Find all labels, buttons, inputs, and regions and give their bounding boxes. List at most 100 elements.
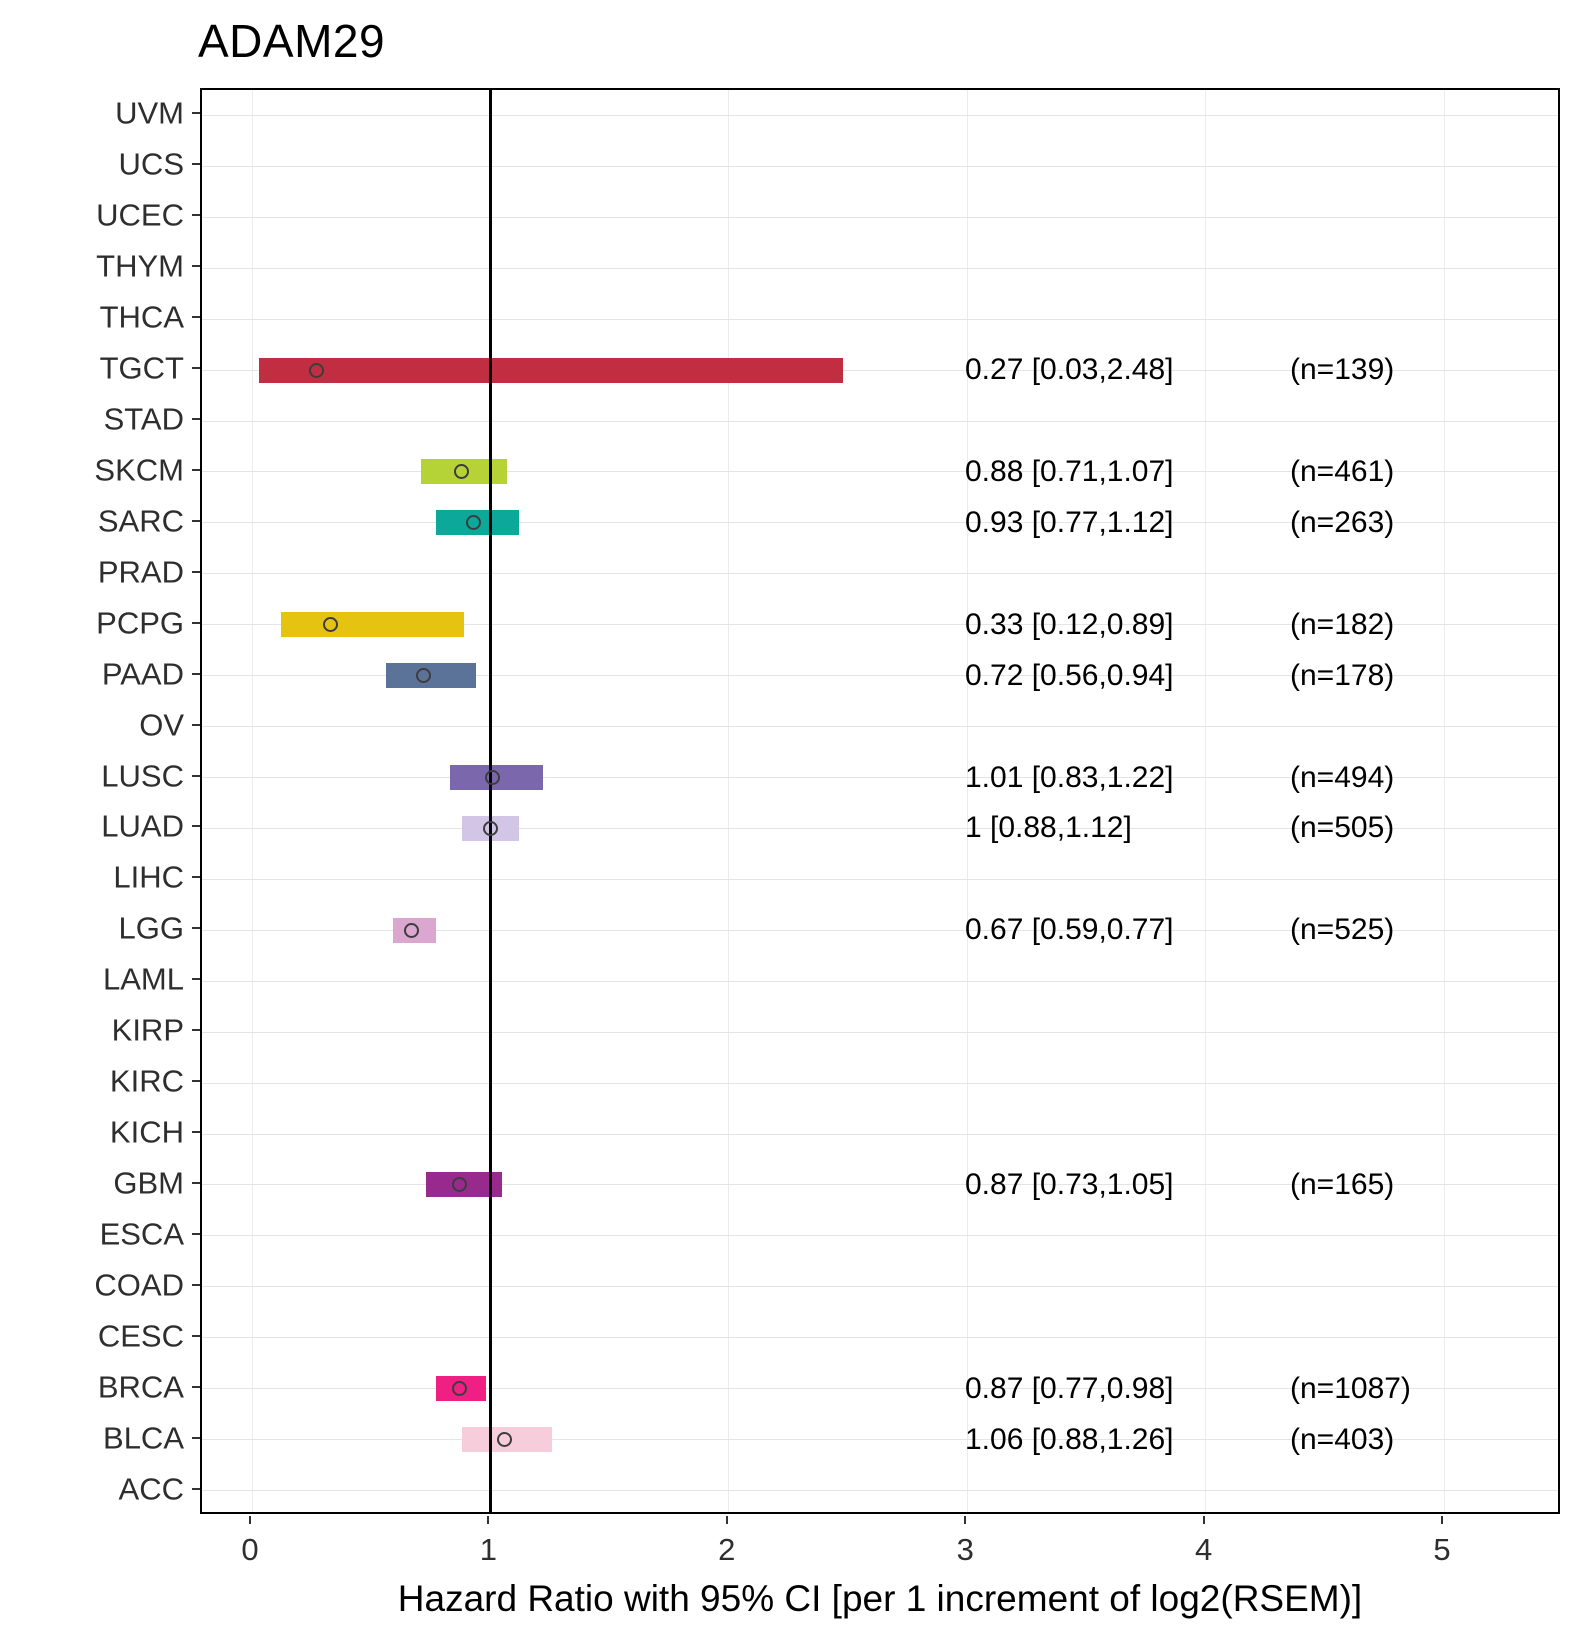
x-axis-tick: [487, 1516, 490, 1524]
gridline-horizontal: [202, 165, 1558, 167]
x-axis-tick: [249, 1516, 251, 1524]
hr-point: [308, 362, 324, 378]
y-axis-label: PRAD: [97, 554, 184, 590]
y-axis-tick: [192, 367, 200, 370]
y-axis-tick: [192, 825, 200, 828]
n-label: (n=263): [1290, 505, 1395, 539]
y-axis-label: GBM: [113, 1165, 184, 1201]
y-axis-label: STAD: [103, 401, 184, 437]
gridline-horizontal: [202, 1286, 1558, 1288]
n-label: (n=505): [1290, 811, 1395, 845]
x-axis-tick: [1441, 1516, 1443, 1524]
gridline-vertical: [1205, 90, 1207, 1512]
gridline-vertical: [251, 90, 253, 1512]
y-axis-label: CESC: [97, 1318, 184, 1354]
gridline-horizontal: [202, 522, 1558, 524]
y-axis-label: UCS: [118, 146, 184, 182]
x-axis-tick: [964, 1516, 967, 1524]
gridline-vertical: [728, 90, 730, 1512]
y-axis-tick: [192, 1080, 200, 1083]
gridline-horizontal: [202, 114, 1558, 116]
x-axis-tick-label: 5: [1433, 1532, 1451, 1567]
x-axis-tick: [725, 1516, 728, 1524]
y-axis-label: LGG: [118, 910, 184, 946]
n-label: (n=165): [1290, 1167, 1395, 1201]
hr-ci-label: 1 [0.88,1.12]: [965, 811, 1132, 845]
gridline-horizontal: [202, 980, 1558, 982]
gridline-horizontal: [202, 471, 1558, 473]
y-axis-label: SKCM: [94, 452, 184, 488]
gridline-horizontal: [202, 878, 1558, 880]
gridline-horizontal: [202, 1184, 1558, 1186]
y-axis-tick: [192, 1436, 200, 1439]
y-axis-tick: [192, 418, 200, 421]
hr-point: [485, 770, 501, 786]
gridline-horizontal: [202, 726, 1558, 728]
gridline-horizontal: [202, 1031, 1558, 1033]
y-axis-label: ESCA: [99, 1216, 184, 1252]
y-axis-label: BRCA: [97, 1369, 184, 1405]
y-axis-tick: [192, 1131, 200, 1134]
gridline-horizontal: [202, 1490, 1558, 1492]
y-axis-label: SARC: [97, 503, 184, 539]
gridline-horizontal: [202, 624, 1558, 626]
y-axis-label: TGCT: [99, 350, 184, 386]
gridline-horizontal: [202, 1133, 1558, 1135]
y-axis-label: THCA: [99, 299, 184, 335]
y-axis-tick: [192, 1029, 200, 1032]
y-axis-label: PCPG: [96, 605, 184, 641]
y-axis-tick: [192, 927, 200, 930]
y-axis-tick: [192, 876, 200, 879]
y-axis-label: LUSC: [101, 758, 184, 794]
hr-ci-label: 1.01 [0.83,1.22]: [965, 760, 1174, 794]
gridline-vertical: [966, 90, 968, 1512]
hr-ci-label: 0.27 [0.03,2.48]: [965, 353, 1174, 387]
x-axis: 0 1 2 3 4 5: [200, 1516, 1560, 1580]
y-axis-label: BLCA: [103, 1420, 184, 1456]
plot-title: ADAM29: [198, 15, 386, 67]
hr-ci-label: 0.72 [0.56,0.94]: [965, 658, 1174, 692]
y-axis-label: PAAD: [101, 656, 184, 692]
y-axis-tick: [192, 112, 200, 115]
gridline-vertical: [1443, 90, 1445, 1512]
hr-ci-label: 0.93 [0.77,1.12]: [965, 505, 1174, 539]
y-axis-tick: [192, 1487, 200, 1490]
y-axis-tick: [192, 163, 200, 166]
hr-ci-label: 0.87 [0.73,1.05]: [965, 1167, 1174, 1201]
x-axis-tick-label: 2: [718, 1532, 736, 1567]
x-axis-title: Hazard Ratio with 95% CI [per 1 incremen…: [397, 1578, 1363, 1619]
gridline-horizontal: [202, 420, 1558, 422]
gridline-horizontal: [202, 1388, 1558, 1390]
y-axis-label: KICH: [109, 1114, 184, 1150]
y-axis-label: KIRP: [111, 1012, 184, 1048]
n-label: (n=182): [1290, 607, 1395, 641]
ci-bar: [280, 612, 465, 638]
gridline-horizontal: [202, 675, 1558, 677]
y-axis-label: KIRC: [109, 1063, 184, 1099]
y-axis-tick: [192, 1385, 200, 1388]
gridline-horizontal: [202, 369, 1558, 371]
y-axis-tick: [192, 1181, 200, 1184]
reference-line: [488, 90, 492, 1512]
y-axis-tick: [192, 468, 200, 471]
gridline-horizontal: [202, 1337, 1558, 1339]
y-axis-tick: [192, 265, 200, 268]
y-axis-tick: [192, 1283, 200, 1286]
gridline-horizontal: [202, 777, 1558, 779]
hr-ci-label: 0.33 [0.12,0.89]: [965, 607, 1174, 641]
y-axis-tick: [192, 672, 200, 675]
hr-point: [454, 464, 470, 480]
n-label: (n=494): [1290, 760, 1395, 794]
y-axis-tick: [192, 978, 200, 981]
gridline-horizontal: [202, 573, 1558, 575]
gridline-horizontal: [202, 827, 1558, 829]
y-axis-tick: [192, 316, 200, 319]
n-label: (n=139): [1290, 353, 1395, 387]
y-axis-tick: [192, 774, 200, 777]
n-label: (n=178): [1290, 658, 1395, 692]
gridline-horizontal: [202, 1439, 1558, 1441]
y-axis-tick: [192, 519, 200, 522]
x-axis-tick: [1202, 1516, 1205, 1524]
y-axis-tick: [192, 214, 200, 217]
